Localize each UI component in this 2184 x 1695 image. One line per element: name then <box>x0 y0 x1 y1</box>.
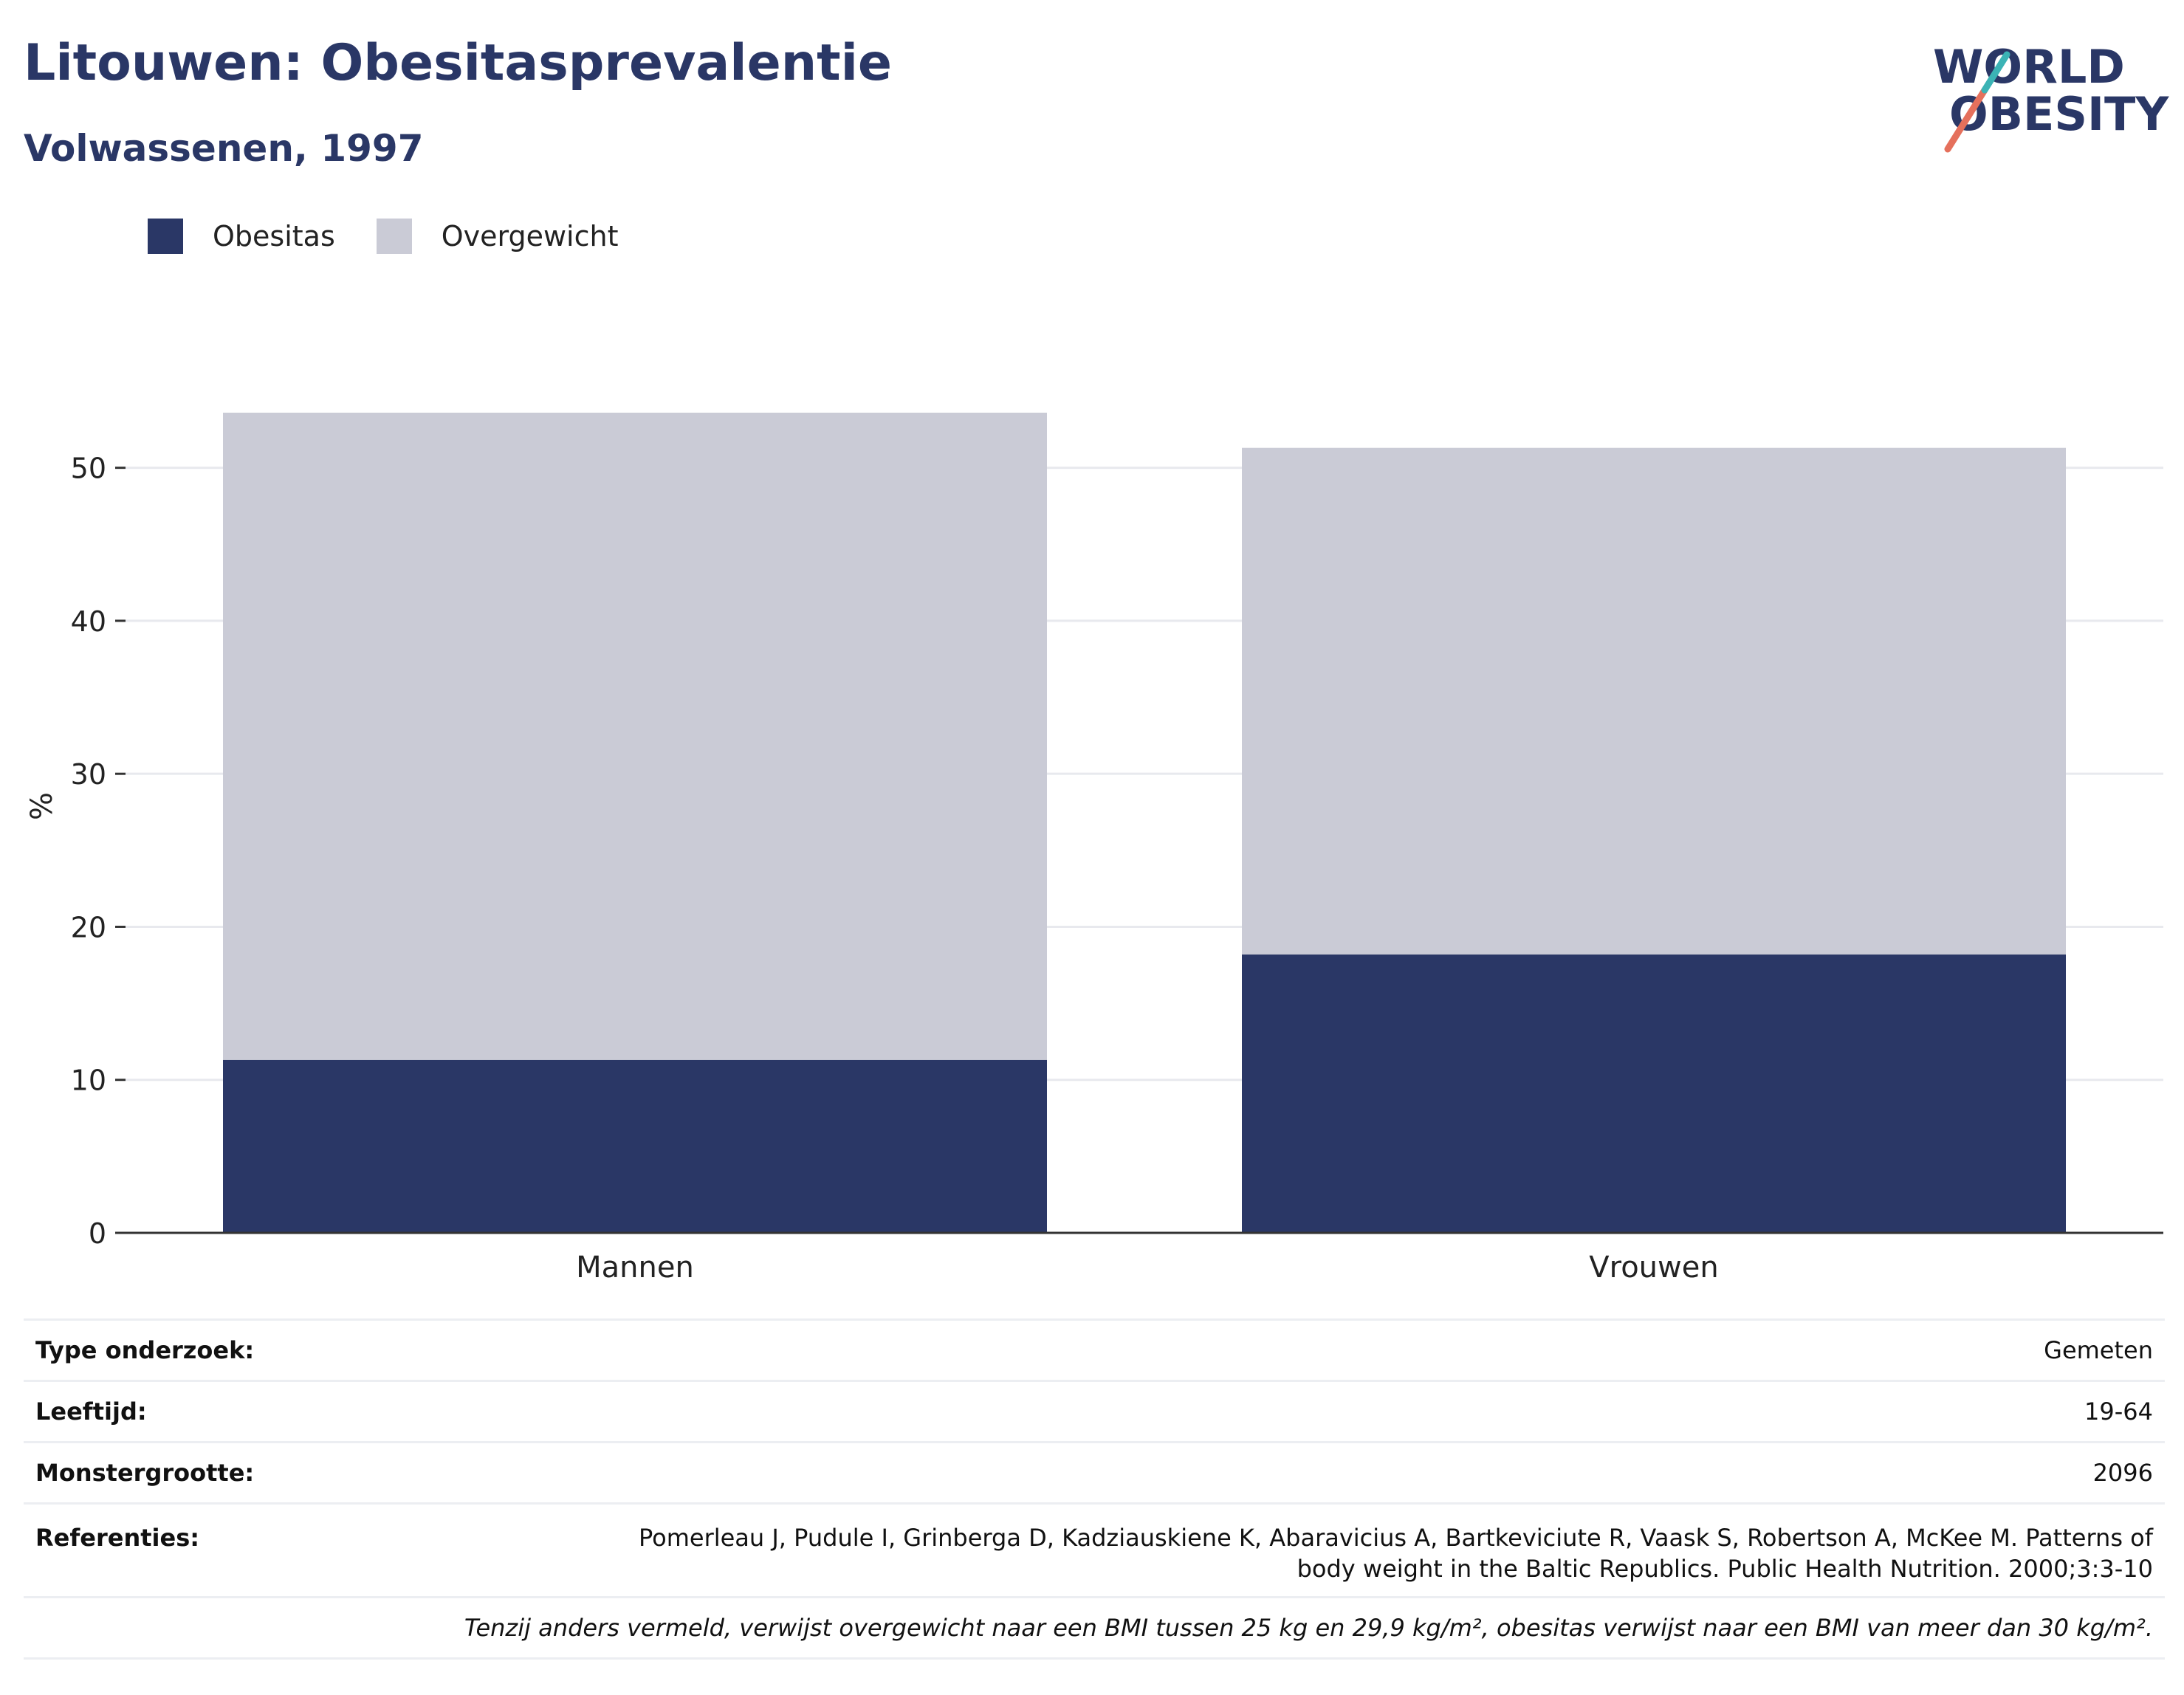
stacked-bar-chart: 0 10 20 30 40 50 Mannen Vrouwen % <box>25 413 2163 1285</box>
info-row-type: Type onderzoek: Gemeten <box>24 1318 2165 1380</box>
info-label-sample: Monstergrootte: <box>35 1459 255 1487</box>
bar-obesitas-mannen[interactable] <box>223 1059 1047 1233</box>
definition-note: Tenzij anders vermeld, verwijst overgewi… <box>464 1614 2153 1642</box>
chart-title: Litouwen: Obesitasprevalentie <box>24 34 893 92</box>
info-row-age: Leeftijd: 19-64 <box>24 1380 2165 1441</box>
info-value-type: Gemeten <box>2044 1336 2153 1364</box>
info-label-age: Leeftijd: <box>35 1397 147 1426</box>
legend-swatch-obesitas <box>148 219 183 254</box>
chart-subtitle: Volwassenen, 1997 <box>24 127 424 170</box>
x-tick-label: Vrouwen <box>1589 1251 1718 1285</box>
bar-obesitas-vrouwen[interactable] <box>1242 954 2066 1233</box>
info-row-sample: Monstergrootte: 2096 <box>24 1441 2165 1502</box>
y-tick-label: 40 <box>71 605 106 638</box>
bar-overgewicht-vrouwen[interactable] <box>1242 447 2066 955</box>
y-tick-label: 10 <box>71 1065 106 1097</box>
logo-word-obesity: OBESITY <box>1949 87 2169 141</box>
info-value-sample: 2096 <box>2092 1459 2153 1487</box>
legend-swatch-overgewicht <box>376 219 412 254</box>
logo-slash-teal <box>1981 51 2010 94</box>
bar-overgewicht-mannen[interactable] <box>223 413 1047 1060</box>
y-tick-label: 50 <box>71 453 106 485</box>
info-value-references: Pomerleau J, Pudule I, Grinberga D, Kadz… <box>638 1524 2153 1583</box>
y-axis-label: % <box>25 792 59 820</box>
info-label-references: Referenties: <box>35 1524 200 1552</box>
y-tick-label: 30 <box>71 758 106 791</box>
info-row-references: Referenties: Pomerleau J, Pudule I, Grin… <box>24 1502 2165 1596</box>
logo-slash-coral <box>1944 86 1988 153</box>
logo-word-world: WORLD <box>1933 40 2125 94</box>
chart-legend: Obesitas Overgewicht <box>148 219 660 254</box>
x-tick-label: Mannen <box>576 1251 694 1285</box>
info-label-type: Type onderzoek: <box>35 1336 255 1364</box>
world-obesity-logo: WORLD OBESITY <box>1933 40 2169 153</box>
y-tick-label: 20 <box>71 911 106 943</box>
info-row-note: Tenzij anders vermeld, verwijst overgewi… <box>24 1596 2165 1660</box>
legend-item-overgewicht[interactable]: Overgewicht <box>376 219 619 254</box>
info-table: Type onderzoek: Gemeten Leeftijd: 19-64 … <box>24 1318 2165 1660</box>
info-value-age: 19-64 <box>2084 1397 2153 1426</box>
y-tick-label: 0 <box>89 1217 106 1250</box>
legend-label-overgewicht: Overgewicht <box>441 220 619 252</box>
legend-item-obesitas[interactable]: Obesitas <box>148 219 335 254</box>
legend-label-obesitas: Obesitas <box>213 220 335 252</box>
